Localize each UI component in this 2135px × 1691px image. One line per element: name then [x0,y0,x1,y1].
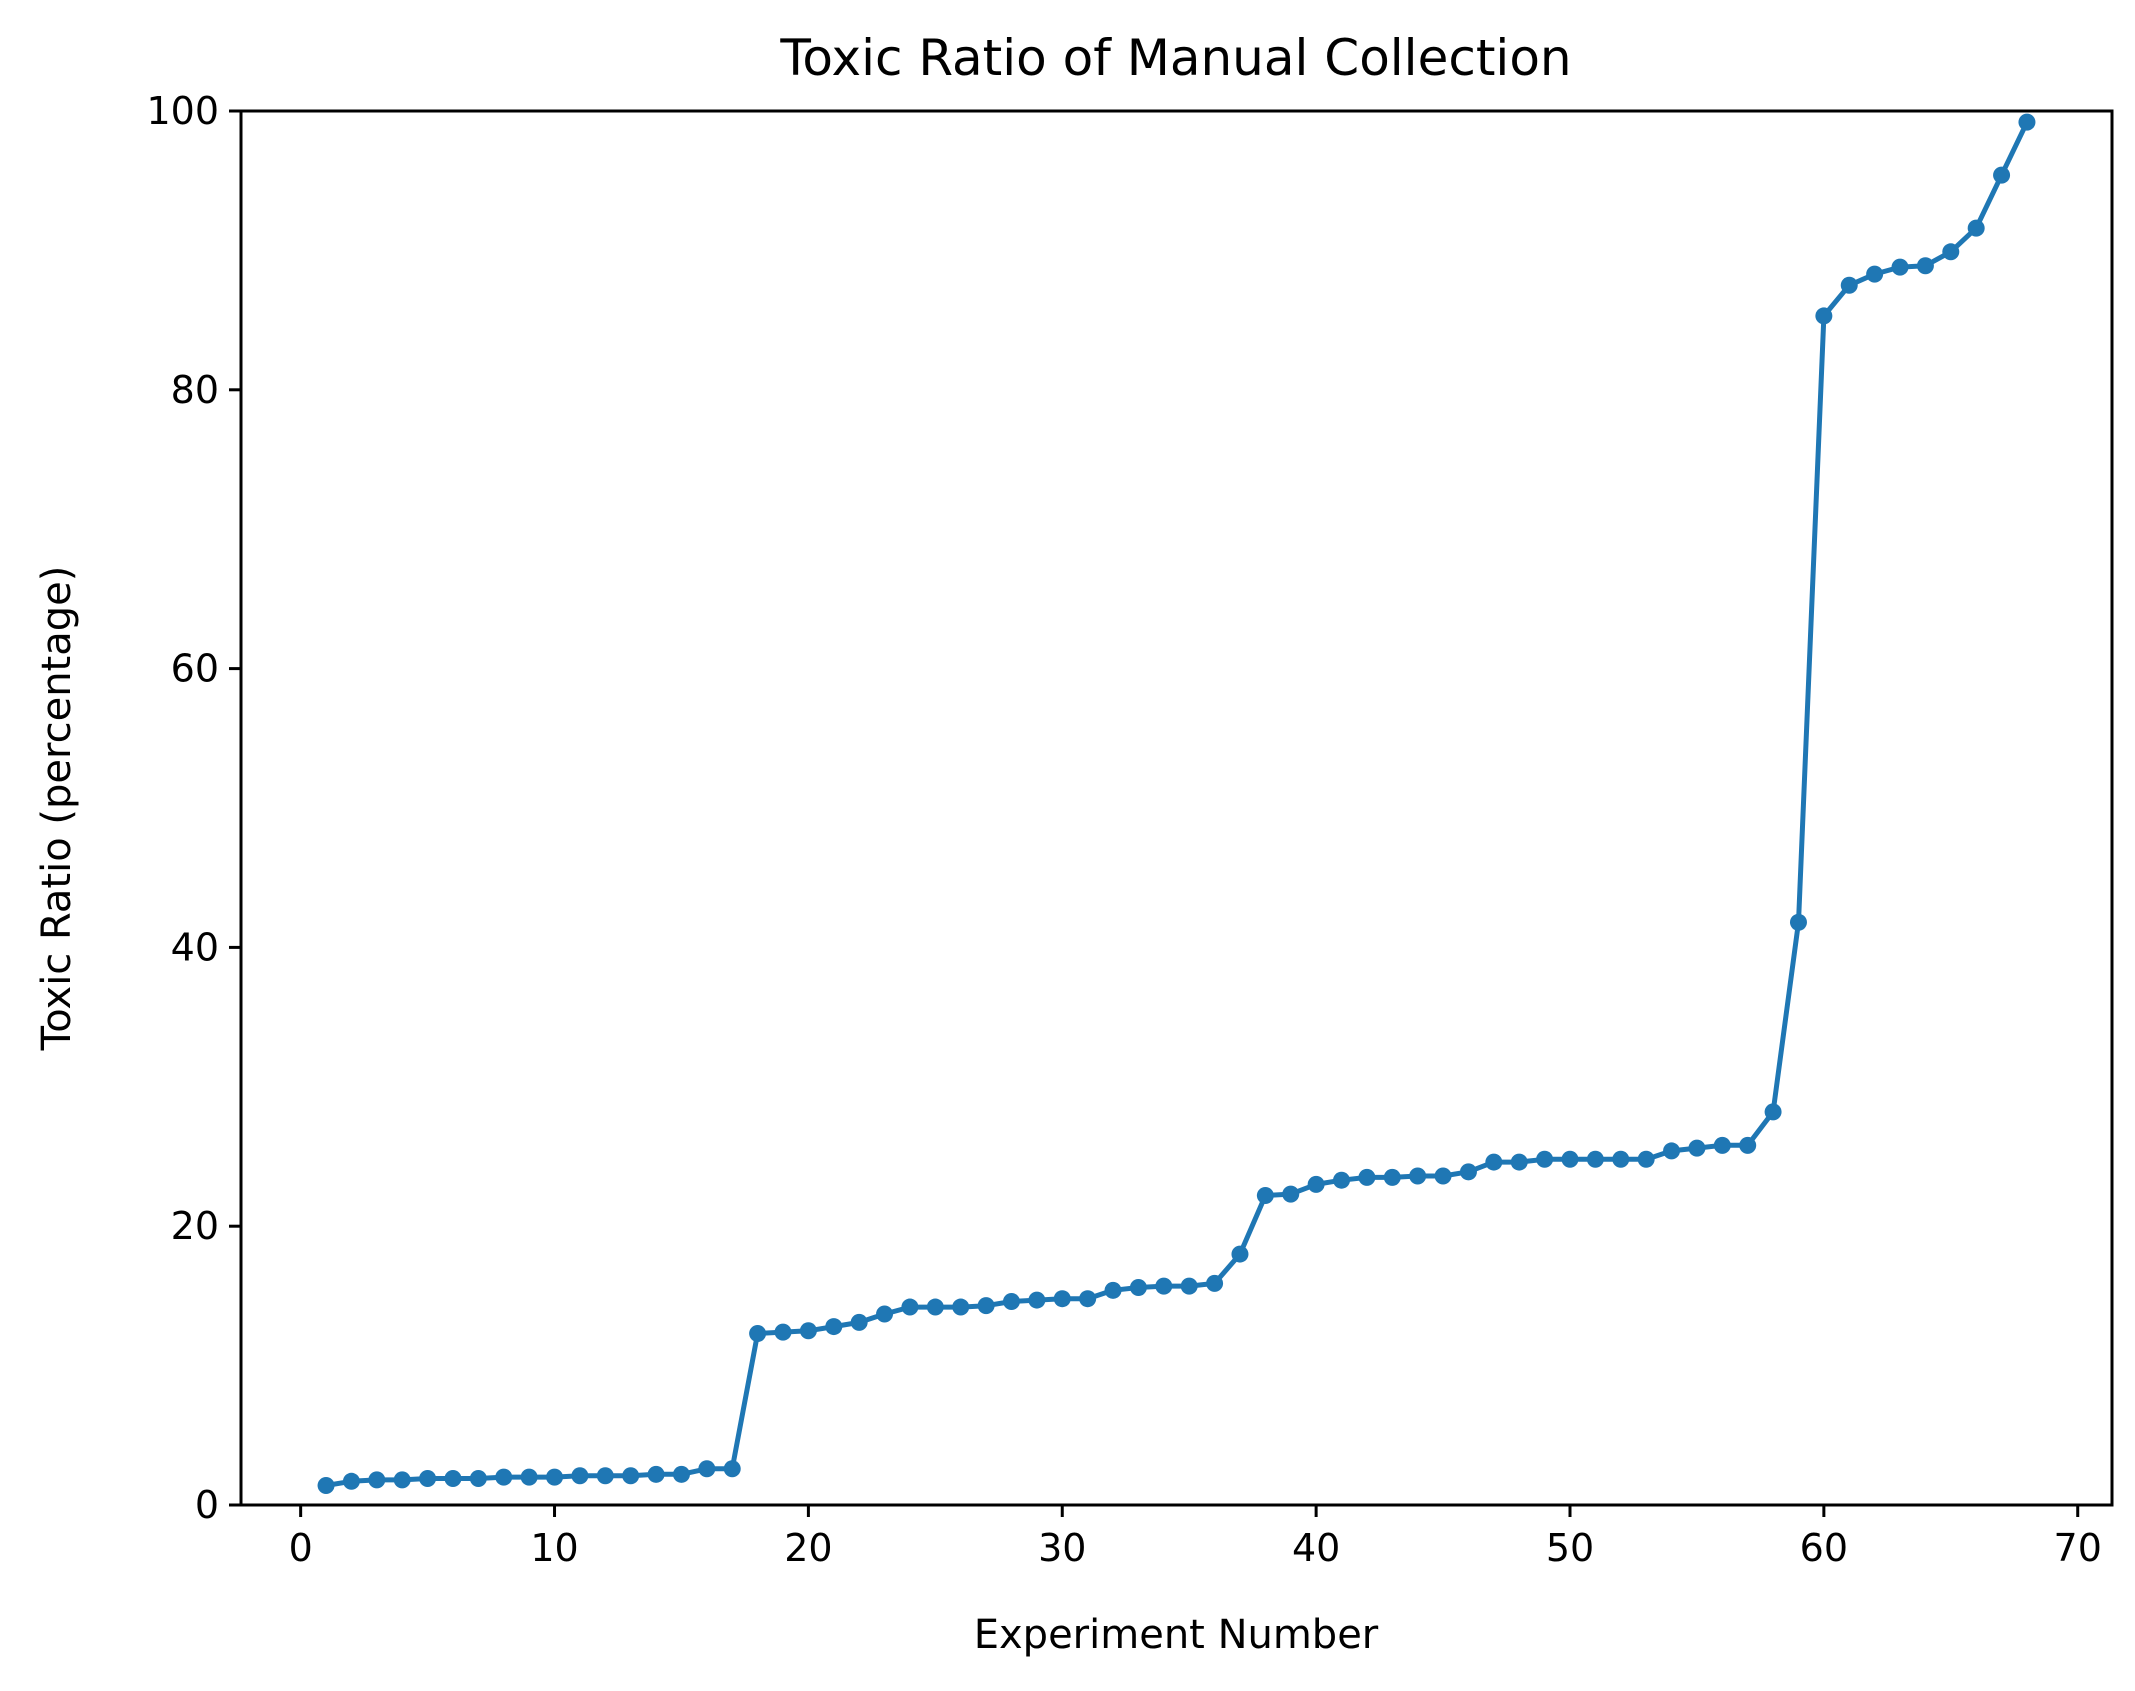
data-point [1155,1277,1173,1295]
y-tick-label: 20 [171,1204,219,1248]
data-point [1079,1290,1097,1308]
data-point [723,1460,741,1478]
data-point [799,1322,817,1340]
x-tick-label: 30 [1038,1526,1086,1570]
data-point [1866,265,1884,283]
data-point [1637,1150,1655,1168]
data-point [1256,1187,1274,1205]
x-tick-label: 70 [2054,1526,2102,1570]
data-point [1231,1245,1249,1263]
data-point [1485,1153,1503,1171]
data-point [1180,1277,1198,1295]
data-point [1612,1150,1630,1168]
chart-title: Toxic Ratio of Manual Collection [779,29,1571,87]
x-axis-ticks: 0 10 20 30 40 50 60 70 [289,1505,2102,1570]
data-point [2018,113,2036,131]
y-tick-label: 80 [171,368,219,412]
x-tick-label: 20 [784,1526,832,1570]
data-point [876,1305,894,1323]
x-tick-label: 10 [530,1526,578,1570]
data-point [1307,1175,1325,1193]
data-point [1409,1167,1427,1185]
y-tick-label: 0 [195,1483,219,1527]
data-point [1002,1292,1020,1310]
data-point [596,1467,614,1485]
data-point [1536,1150,1554,1168]
data-point [520,1468,538,1486]
data-point [317,1476,335,1494]
data-point [952,1298,970,1316]
plot-area [317,113,2036,1494]
data-point [698,1460,716,1478]
data-point [1916,257,1934,275]
data-point [342,1472,360,1490]
data-point [1789,913,1807,931]
data-point [1104,1281,1122,1299]
data-point [1713,1136,1731,1154]
x-tick-label: 50 [1546,1526,1594,1570]
x-axis-label: Experiment Number [974,1612,1379,1658]
data-point [546,1468,564,1486]
data-point [419,1470,437,1488]
data-point [495,1468,513,1486]
data-point [749,1325,767,1343]
data-point [1663,1142,1681,1160]
data-point [1459,1163,1477,1181]
data-point [1739,1136,1757,1154]
data-point [1282,1185,1300,1203]
data-point [1967,219,1985,237]
data-point [1358,1168,1376,1186]
data-point [1206,1274,1224,1292]
data-point [1586,1150,1604,1168]
data-point [901,1298,919,1316]
data-point [1434,1167,1452,1185]
data-point [469,1470,487,1488]
data-point [1383,1168,1401,1186]
data-point [926,1298,944,1316]
data-point [1942,243,1960,261]
y-tick-label: 40 [171,925,219,969]
x-tick-label: 40 [1292,1526,1340,1570]
data-point [672,1465,690,1483]
data-point [825,1318,843,1336]
data-point [774,1323,792,1341]
data-point [1129,1279,1147,1297]
x-tick-label: 60 [1800,1526,1848,1570]
data-point [393,1471,411,1489]
x-tick-label: 0 [289,1526,313,1570]
data-point [1840,276,1858,294]
data-point [571,1467,589,1485]
y-tick-label: 100 [146,89,219,133]
data-point [1688,1139,1706,1157]
y-axis-label: Toxic Ratio (percentage) [34,566,80,1052]
data-point [1815,307,1833,325]
data-point [1993,166,2011,184]
data-point [647,1465,665,1483]
y-axis-ticks: 0 20 40 60 80 100 [146,89,241,1527]
data-point [368,1471,386,1489]
data-point [622,1467,640,1485]
data-point [1764,1103,1782,1121]
y-tick-label: 60 [171,647,219,691]
data-point [1891,258,1909,276]
data-point [1510,1153,1528,1171]
data-point [977,1297,995,1315]
series-line [325,121,2030,1488]
data-point [1028,1291,1046,1309]
data-point [444,1470,462,1488]
data-point [850,1313,868,1331]
data-point [1053,1290,1071,1308]
plot-frame [239,109,2114,1507]
data-point [1561,1150,1579,1168]
data-point [1333,1171,1351,1189]
